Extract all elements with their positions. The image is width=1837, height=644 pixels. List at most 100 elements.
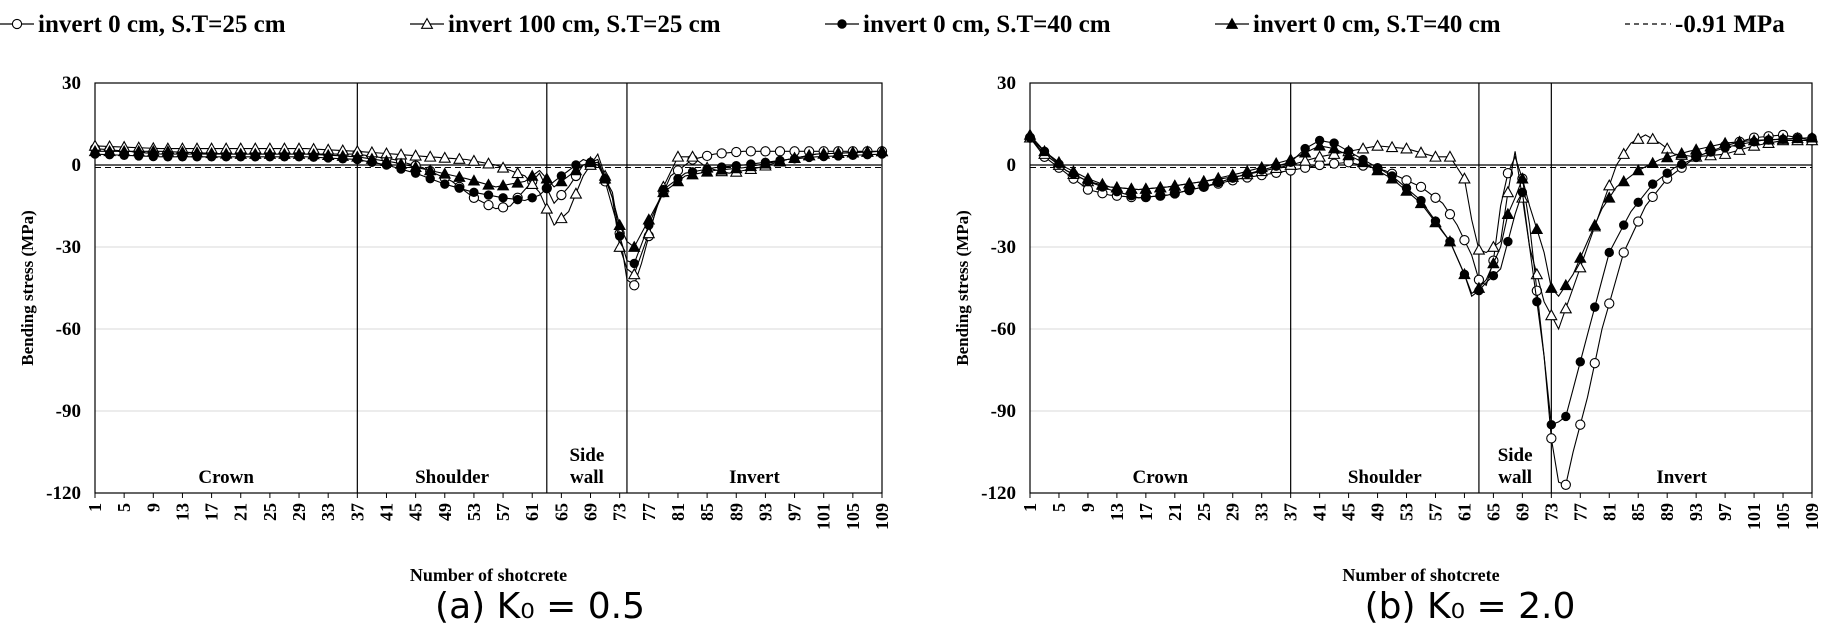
data-point [1530, 222, 1544, 235]
data-point [511, 176, 524, 188]
data-point [1747, 133, 1761, 146]
data-point [1575, 357, 1585, 367]
data-point [1733, 135, 1746, 147]
data-point [642, 213, 656, 225]
data-point [453, 170, 466, 182]
x-axis-label: Number of shotcrete [1342, 565, 1499, 585]
data-point [1459, 235, 1470, 246]
x-tick-label: 73 [1541, 503, 1561, 521]
data-point [875, 144, 889, 157]
region-label: Invert [729, 467, 780, 488]
y-tick-label: -60 [56, 319, 81, 340]
x-tick-label: 49 [435, 503, 455, 521]
data-point [147, 144, 160, 157]
data-point [1733, 143, 1746, 155]
data-point [1327, 142, 1341, 154]
data-point [555, 211, 568, 224]
x-tick-label: 109 [1802, 503, 1822, 530]
legend-marker [1225, 17, 1239, 29]
x-tick-label: 97 [785, 503, 805, 521]
data-point [1082, 184, 1094, 195]
data-point [1154, 181, 1167, 193]
data-point [1501, 207, 1515, 220]
data-point [1212, 171, 1225, 183]
data-point [540, 172, 554, 184]
data-point [1631, 132, 1645, 144]
data-point [1430, 192, 1441, 203]
data-point [569, 187, 583, 199]
data-point [1458, 172, 1471, 184]
data-point [1647, 191, 1658, 203]
data-point [1443, 235, 1457, 247]
data-point [614, 231, 625, 241]
data-point [496, 161, 510, 173]
data-point [423, 150, 437, 162]
x-tick-label: 101 [814, 503, 834, 530]
x-tick-label: 77 [639, 503, 659, 521]
data-point [584, 155, 597, 168]
series-triangle-open [1023, 131, 1819, 331]
data-point [1718, 136, 1732, 148]
data-point [1646, 156, 1659, 168]
data-point [1023, 128, 1037, 140]
data-point [205, 146, 218, 159]
data-point [1762, 133, 1775, 145]
data-point [1603, 191, 1616, 203]
region-label: Crown [1133, 467, 1189, 488]
legend-entry: -0.91 MPa [1625, 11, 1785, 38]
data-point [1429, 215, 1442, 228]
data-point [1429, 150, 1442, 162]
data-point [1648, 179, 1658, 189]
x-tick-label: 17 [1136, 503, 1156, 521]
x-tick-label: 37 [1281, 503, 1301, 521]
data-point [1139, 182, 1153, 194]
region-label: Invert [1656, 467, 1707, 488]
y-tick-label: -120 [981, 483, 1016, 504]
x-tick-label: 65 [551, 503, 571, 521]
x-tick-label: 85 [697, 503, 717, 521]
x-tick-label: 97 [1715, 503, 1735, 521]
data-point [1617, 147, 1631, 159]
x-tick-label: 1 [1020, 503, 1040, 512]
series-triangle-filled [88, 144, 889, 252]
data-point [1691, 152, 1701, 163]
x-tick-label: 93 [1686, 503, 1706, 521]
legend-marker [11, 18, 23, 30]
region-label: Shoulder [415, 467, 489, 488]
series-line [1029, 137, 1813, 426]
data-point [1414, 196, 1428, 209]
data-point [1618, 247, 1629, 258]
data-point [1546, 433, 1557, 444]
data-point [1356, 142, 1370, 154]
data-point [1298, 154, 1312, 166]
data-point [1385, 172, 1399, 184]
data-point [454, 183, 465, 193]
data-point [700, 165, 714, 177]
data-point [1588, 218, 1602, 230]
data-point [1197, 174, 1211, 187]
data-point [292, 147, 306, 159]
x-tick-label: 65 [1483, 503, 1503, 521]
data-point [351, 150, 364, 162]
data-point [1559, 278, 1573, 291]
data-point [1590, 302, 1600, 312]
data-point [555, 174, 568, 187]
data-point [1718, 147, 1732, 159]
x-tick-label: 33 [1252, 503, 1272, 521]
data-point [482, 178, 495, 190]
data-point [234, 147, 247, 159]
x-tick-label: 25 [260, 503, 280, 521]
data-point [657, 185, 670, 198]
x-tick-label: 13 [172, 503, 192, 521]
legend-label: invert 0 cm, S.T=40 cm [863, 11, 1111, 38]
data-point [249, 147, 262, 159]
data-point [1544, 308, 1558, 321]
data-point [88, 144, 102, 157]
x-tick-label: 29 [289, 503, 309, 521]
data-point [1110, 181, 1124, 193]
series-circle-open [1024, 129, 1818, 490]
data-point [1502, 168, 1514, 179]
region-label: Side [1498, 445, 1533, 466]
x-tick-label: 21 [231, 503, 251, 521]
